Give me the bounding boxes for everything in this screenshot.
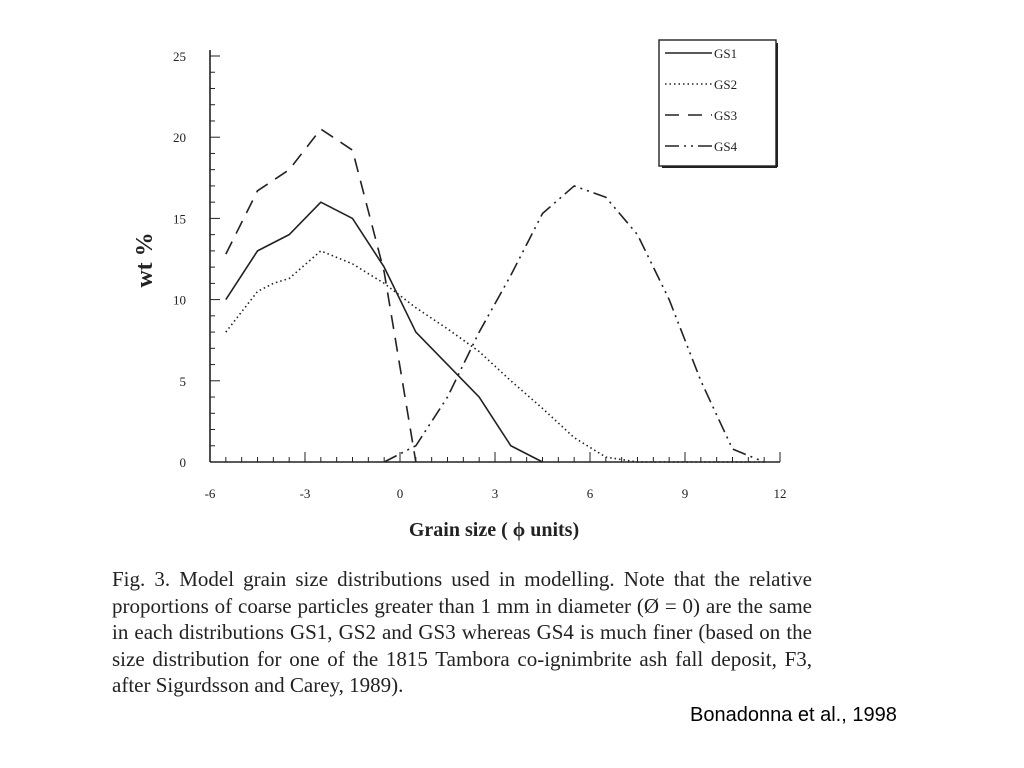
legend-label-gs2: GS2 (714, 77, 737, 92)
legend-label-gs1: GS1 (714, 46, 737, 61)
x-tick-label: 9 (682, 486, 689, 501)
x-tick-label: 12 (774, 486, 787, 501)
y-tick-label: 10 (173, 293, 186, 308)
series-line-gs2 (225, 250, 765, 463)
chart-series (225, 128, 765, 463)
legend-label-gs3: GS3 (714, 108, 737, 123)
x-tick-label: 6 (587, 486, 594, 501)
y-tick-label: 25 (173, 49, 186, 64)
x-tick-label: -6 (205, 486, 216, 501)
y-tick-label: 15 (173, 211, 186, 226)
y-tick-label: 5 (180, 374, 187, 389)
series-line-gs3 (225, 128, 417, 463)
citation-text: Bonadonna et al., 1998 (690, 704, 897, 726)
legend-box (658, 39, 777, 167)
series-line-gs4 (383, 185, 765, 463)
figure-caption: Fig. 3. Model grain size distributions u… (112, 567, 812, 697)
grain-size-chart: 0 5 10 15 20 25 -6 -3 0 3 6 9 12 Grain size ( ϕ unit… (132, 39, 787, 541)
y-tick-label: 20 (173, 130, 186, 145)
y-axis-label: wt % (132, 232, 158, 287)
legend-label-gs4: GS4 (714, 139, 738, 154)
x-tick-label: 3 (492, 486, 499, 501)
y-tick-label: 0 (180, 455, 187, 470)
x-tick-label: -3 (300, 486, 311, 501)
series-line-gs1 (225, 201, 543, 463)
chart-legend: GS1 GS2 GS3 GS4 (658, 39, 778, 168)
x-tick-label: 0 (397, 486, 404, 501)
chart-ticks: 0 5 10 15 20 25 -6 -3 0 3 6 9 12 (173, 49, 787, 501)
x-axis-label: Grain size ( ϕ units) (409, 519, 579, 541)
